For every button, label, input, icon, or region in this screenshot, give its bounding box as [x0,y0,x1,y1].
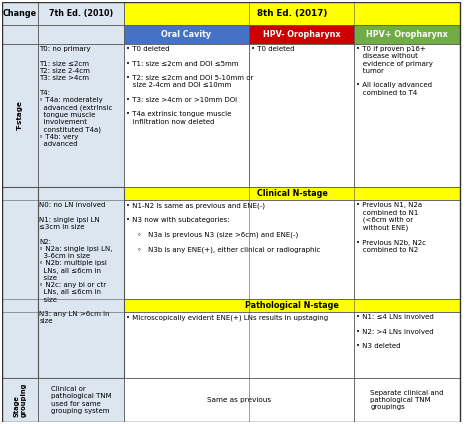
Text: Same as previous: Same as previous [207,397,272,403]
Bar [37,2,124,25]
Bar [2,298,37,312]
Text: • N1: ≤4 LNs involved

• N2: >4 LNs involved

• N3 deleted: • N1: ≤4 LNs involved • N2: >4 LNs invol… [356,314,434,349]
Text: HPV- Oropharynx: HPV- Oropharynx [263,30,340,39]
Bar [37,378,124,422]
Text: Separate clinical and
pathological TNM
groupings: Separate clinical and pathological TNM g… [370,390,444,410]
Bar [2,44,37,187]
Text: Pathological N-stage: Pathological N-stage [245,301,339,310]
Bar [124,312,354,378]
Text: • T0 if proven p16+
   disease without
   evidence of primary
   tumor

• All lo: • T0 if proven p16+ disease without evid… [356,46,433,96]
Bar [249,44,354,187]
Bar [124,2,460,25]
Text: HPV+ Oropharynx: HPV+ Oropharynx [366,30,448,39]
Bar [2,201,37,298]
Bar [2,378,37,422]
Text: • Previous N1, N2a
   combined to N1
   (<6cm with or
   without ENE)

• Previou: • Previous N1, N2a combined to N1 (<6cm … [356,203,426,253]
Bar [124,44,249,187]
Text: • T0 deleted: • T0 deleted [251,46,294,52]
Text: Stage
grouping: Stage grouping [13,383,27,417]
Bar [124,201,354,298]
Bar [249,25,354,44]
Bar [124,298,460,312]
Bar [37,187,124,201]
Bar [37,187,124,378]
Bar [2,25,37,44]
Bar [124,187,460,201]
Bar [37,25,124,44]
Text: N0: no LN involved

N1: single ipsi LN
≤3cm in size

N2:
◦ N2a: single ipsi LN,
: N0: no LN involved N1: single ipsi LN ≤3… [39,203,113,324]
Text: T0: no primary

T1: size ≤2cm
T2: size 2-4cm
T3: size >4cm

T4:
◦ T4a: moderatel: T0: no primary T1: size ≤2cm T2: size 2-… [39,46,113,148]
Bar [124,25,249,44]
Text: 8th Ed. (2017): 8th Ed. (2017) [257,9,328,18]
Bar [37,298,124,312]
Text: 7th Ed. (2010): 7th Ed. (2010) [49,9,113,18]
Bar [124,378,354,422]
Bar [354,44,460,187]
Text: Change: Change [3,9,37,18]
Text: • Microscopically evident ENE(+) LNs results in upstaging: • Microscopically evident ENE(+) LNs res… [126,314,328,321]
Bar [37,312,124,378]
Bar [354,378,460,422]
Bar [354,25,460,44]
Bar [37,44,124,187]
Text: T-stage: T-stage [17,100,23,131]
Bar [2,312,37,378]
Text: • N1-N2 is same as previous and ENE(-)

• N3 now with subcategories:

     ◦   N: • N1-N2 is same as previous and ENE(-) •… [126,203,320,254]
Text: • T0 deleted

• T1: size ≤2cm and DOI ≤5mm

• T2: size ≤2cm and DOI 5-10mm or
  : • T0 deleted • T1: size ≤2cm and DOI ≤5m… [126,46,254,125]
Text: Clinical or
pathological TNM
used for same
grouping system: Clinical or pathological TNM used for sa… [51,386,111,414]
Bar [354,312,460,378]
Bar [354,201,460,298]
Bar [2,2,37,25]
Text: Oral Cavity: Oral Cavity [162,30,211,39]
Text: Clinical N-stage: Clinical N-stage [257,189,328,198]
Bar [2,187,37,201]
Bar [37,201,124,298]
Bar [2,187,37,378]
